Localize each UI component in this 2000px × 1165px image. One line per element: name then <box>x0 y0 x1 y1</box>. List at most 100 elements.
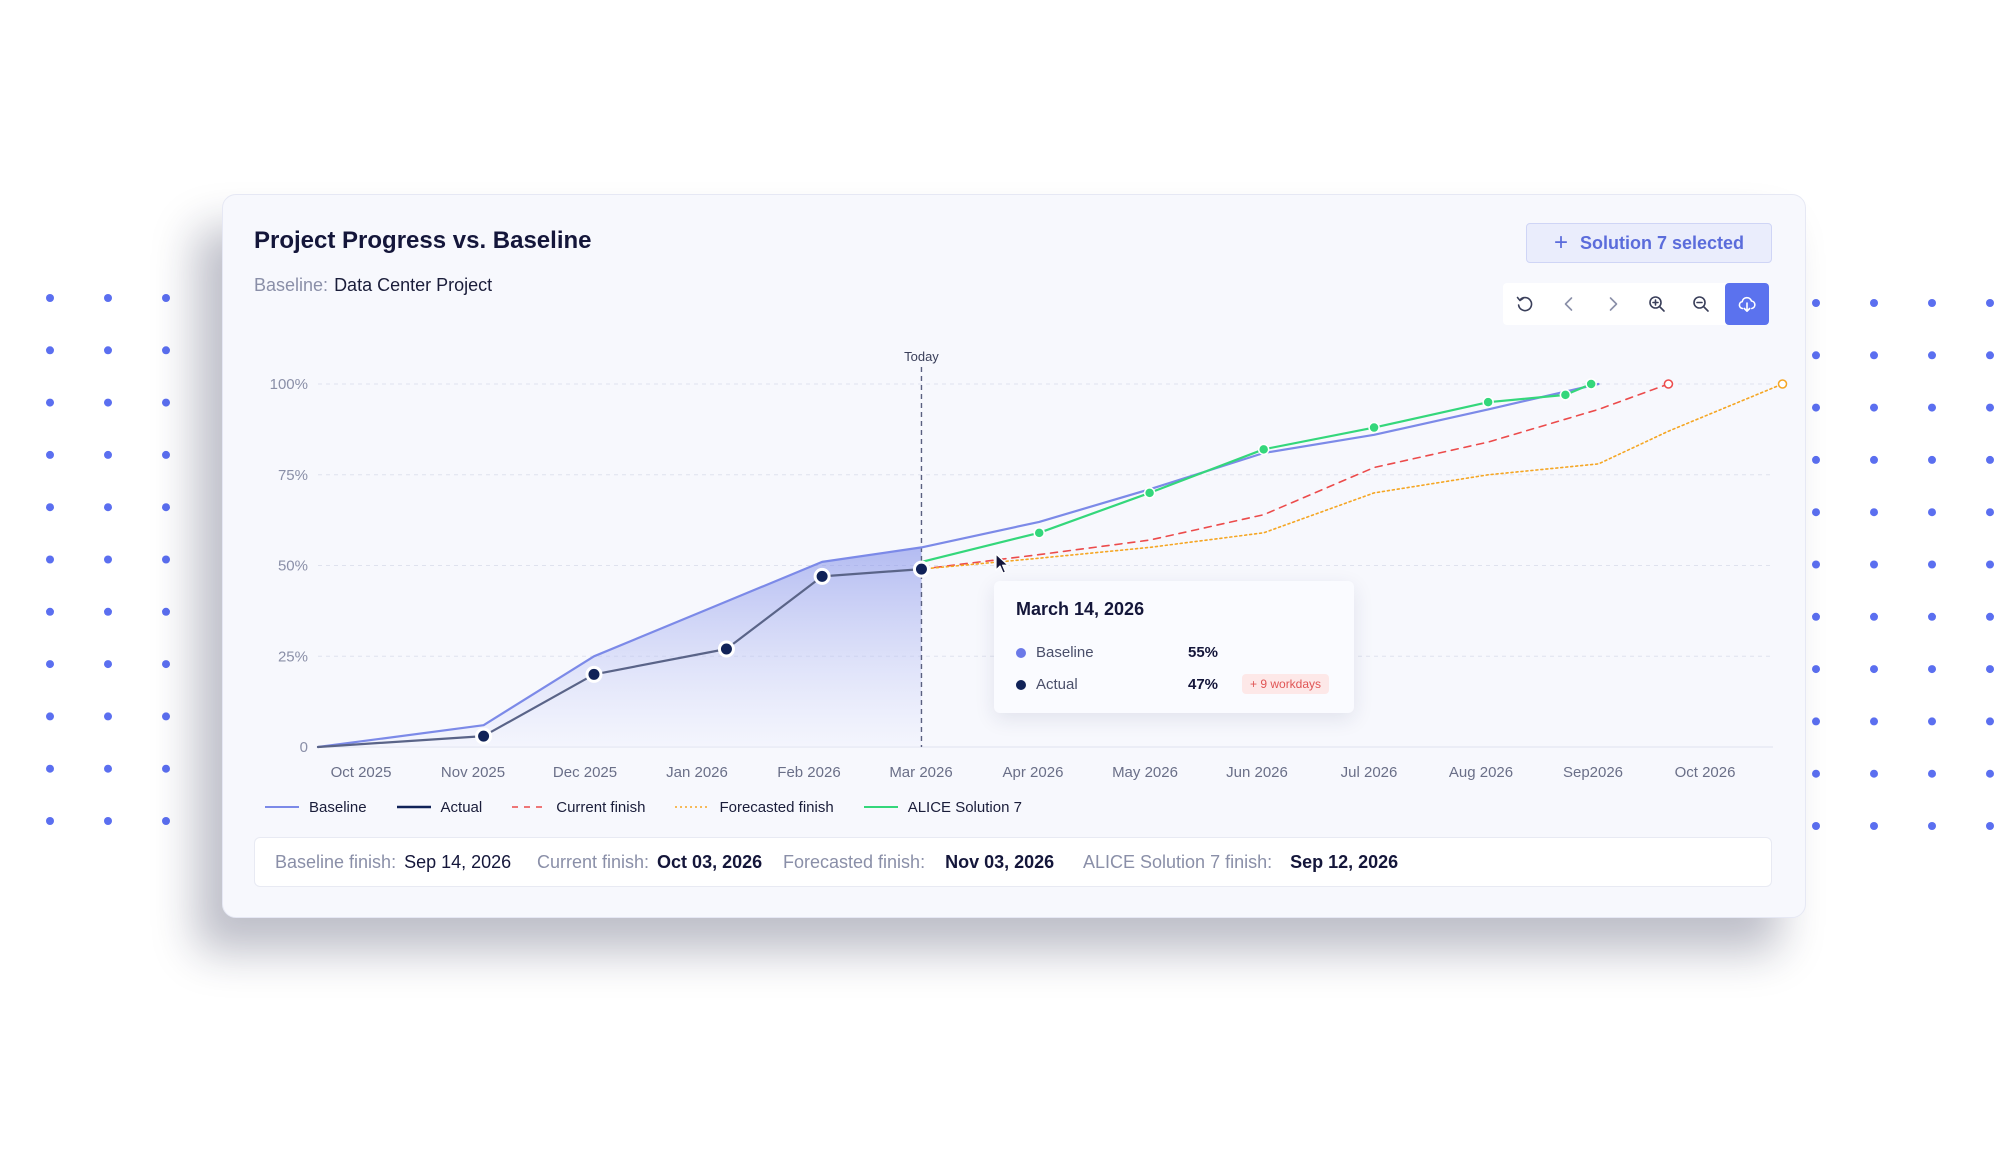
background-dot <box>1928 455 1936 464</box>
background-dot <box>1928 508 1936 517</box>
background-dot <box>162 712 170 721</box>
background-dot <box>1870 455 1878 464</box>
background-dot <box>1812 403 1820 412</box>
background-dot <box>1812 560 1820 569</box>
today-label: Today <box>904 349 939 364</box>
legend-item-baseline[interactable]: Baseline <box>265 799 367 816</box>
current-finish-value: Oct 03, 2026 <box>657 852 763 872</box>
background-dot <box>46 346 54 355</box>
mouse-cursor-icon <box>995 553 1009 574</box>
background-dot <box>104 294 112 302</box>
dotted-line-icon <box>675 806 710 808</box>
chevron-right-icon <box>1609 297 1618 311</box>
legend-label-actual: Actual <box>440 798 483 816</box>
baseline-finish-label: Baseline finish: <box>275 852 397 872</box>
background-dot <box>162 817 170 825</box>
x-tick-label: Sep2026 <box>1563 764 1623 781</box>
delay-badge: + 9 workdays <box>1242 674 1330 694</box>
tooltip-baseline-label: Baseline <box>1036 644 1094 661</box>
alice-solution-point <box>1585 378 1597 390</box>
current-finish: Current finish: Oct 03, 2026 <box>537 852 762 873</box>
background-dot <box>1812 351 1820 360</box>
background-dot <box>1986 822 1994 830</box>
background-dot <box>1928 822 1936 830</box>
actual-point <box>717 640 735 658</box>
background-dot <box>1986 665 1994 674</box>
x-tick-label: May 2026 <box>1112 764 1178 781</box>
zoom-out-button[interactable] <box>1679 283 1723 325</box>
background-dot <box>1986 403 1994 412</box>
background-dot <box>1870 299 1878 307</box>
background-dot <box>1986 717 1994 726</box>
tooltip-baseline-value: 55% <box>1188 644 1219 661</box>
progress-chart: 0 25% 50% 75% 100% Oct 2025 Nov 2025 Dec 2025 Ja… <box>270 349 1788 781</box>
background-dot <box>104 346 112 355</box>
background-dot <box>1812 769 1820 778</box>
x-tick-label: Feb 2026 <box>777 764 840 781</box>
background-dot <box>46 555 54 564</box>
download-button[interactable] <box>1725 283 1769 325</box>
background-dot <box>104 398 112 407</box>
background-dot <box>1986 612 1994 621</box>
next-button[interactable] <box>1591 283 1635 325</box>
background-dot <box>1812 612 1820 621</box>
background-dot <box>104 555 112 564</box>
tooltip-date: March 14, 2026 <box>1016 599 1145 619</box>
baseline-label: Baseline: <box>254 275 329 295</box>
legend-label-alice-solution: ALICE Solution 7 <box>907 798 1022 816</box>
background-dot <box>1870 769 1878 778</box>
finish-end-point <box>1777 379 1788 389</box>
background-dot <box>104 503 112 512</box>
legend-item-actual[interactable]: Actual <box>396 798 483 816</box>
previous-button[interactable] <box>1547 283 1591 325</box>
background-dot <box>46 294 54 302</box>
background-dot <box>1986 299 1994 307</box>
background-dot <box>1812 822 1820 830</box>
legend-label-current-finish: Current finish <box>556 798 646 816</box>
x-tick-label: Dec 2025 <box>553 764 617 781</box>
legend-item-forecasted-finish[interactable]: Forecasted finish <box>675 799 834 816</box>
series-line-actual <box>316 568 923 749</box>
background-dot <box>162 294 170 302</box>
legend-item-current-finish[interactable]: Current finish <box>512 799 645 816</box>
legend-label-baseline: Baseline <box>309 798 367 816</box>
background-dot <box>46 660 54 669</box>
alice-finish-value: Sep 12, 2026 <box>1290 852 1399 872</box>
series-line-baseline <box>316 382 1600 749</box>
current-finish-label: Current finish: <box>537 852 650 872</box>
background-dot <box>46 607 54 616</box>
background-dot <box>1870 822 1878 830</box>
zoom-in-icon <box>1649 296 1665 312</box>
background-dot <box>162 450 170 459</box>
reset-icon <box>1516 296 1533 312</box>
y-tick-label: 75% <box>278 467 308 484</box>
background-dot <box>1870 351 1878 360</box>
background-dot <box>162 607 170 616</box>
alice-finish: ALICE Solution 7 finish: Sep 12, 2026 <box>1083 852 1398 873</box>
background-dot <box>104 817 112 825</box>
background-dot <box>46 503 54 512</box>
x-tick-label: Nov 2025 <box>441 764 505 781</box>
zoom-in-button[interactable] <box>1635 283 1679 325</box>
background-dot <box>1870 508 1878 517</box>
chevron-left-icon <box>1564 297 1573 311</box>
tooltip-actual-label: Actual <box>1036 676 1078 693</box>
background-dot <box>1928 717 1936 726</box>
background-dot <box>46 450 54 459</box>
x-tick-label: Mar 2026 <box>889 764 952 781</box>
reset-button[interactable] <box>1503 283 1547 325</box>
cloud-download-icon <box>1738 296 1756 312</box>
solution-selected-button[interactable]: + Solution 7 selected <box>1526 223 1772 263</box>
legend-item-alice-solution[interactable]: ALICE Solution 7 <box>863 798 1022 816</box>
baseline-dot-icon <box>1016 648 1026 658</box>
tooltip-actual-value: 47% <box>1188 676 1219 693</box>
background-dot <box>46 764 54 773</box>
tooltip-row-baseline: Baseline 55% <box>1016 643 1346 663</box>
background-dot <box>1986 560 1994 569</box>
background-dot <box>1812 299 1820 307</box>
background-dot <box>162 398 170 407</box>
x-tick-label: Oct 2026 <box>1675 764 1736 781</box>
background-dot <box>1928 665 1936 674</box>
dashed-line-icon <box>512 806 547 808</box>
zoom-out-icon <box>1693 296 1709 312</box>
